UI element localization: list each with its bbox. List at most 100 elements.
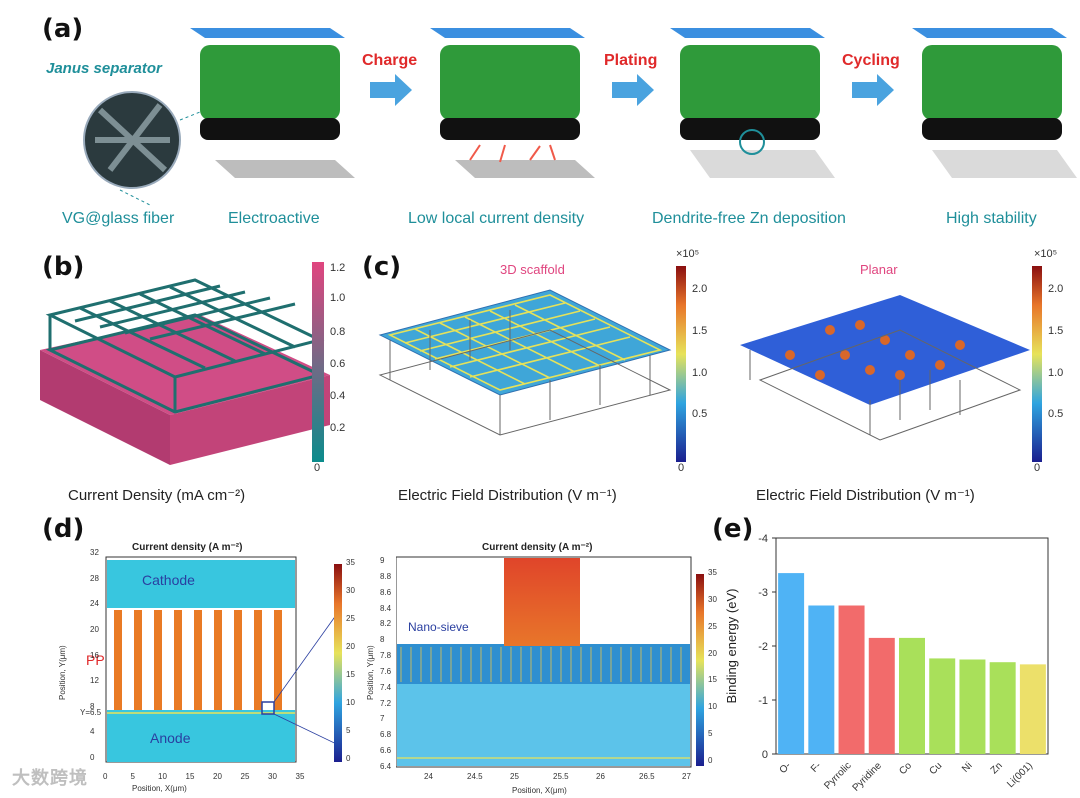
d-left-cbar-tick: 25 xyxy=(346,614,355,623)
d-right-xtick: 24.5 xyxy=(467,772,483,781)
d-right-ytick: 6.8 xyxy=(380,730,392,740)
c-right-tick: 1.5 xyxy=(1048,325,1064,337)
d-right-ytick: 8.2 xyxy=(380,619,392,629)
e-xtick-label: Ni xyxy=(960,760,974,774)
e-ytick-label: -2 xyxy=(758,641,768,653)
d-left-cbar-tick: 0 xyxy=(346,754,351,763)
panel-b-caption: Current Density (mA cm⁻²) xyxy=(68,487,246,504)
e-ytick-label: -3 xyxy=(758,587,768,599)
caption-vg-glass-fiber: VG@glass fiber xyxy=(62,210,175,227)
panel-c-label: (c) xyxy=(362,252,402,282)
d-right-cbar-tick: 10 xyxy=(708,702,717,712)
d-left-xtick: 10 xyxy=(158,772,167,781)
c-right-tick: 2.0 xyxy=(1048,283,1064,295)
d-left-xtick: 20 xyxy=(213,772,222,781)
step-plating: Plating xyxy=(604,52,658,69)
e-bar xyxy=(899,637,925,754)
e-ytick-label: -1 xyxy=(758,695,768,707)
caption-dendrite-free: Dendrite-free Zn deposition xyxy=(652,210,846,227)
d-right-xlabel: Position, X(μm) xyxy=(512,786,567,795)
d-left-cbar-tick: 20 xyxy=(346,642,355,651)
d-left-ytick: 28 xyxy=(90,573,99,583)
e-xtick-label: O- xyxy=(778,760,794,776)
d-left-xtick: 0 xyxy=(103,772,108,781)
d-left-title: Current density (A m⁻²) xyxy=(132,542,243,553)
d-left-xtick: 25 xyxy=(240,772,250,781)
e-ytick-label: 0 xyxy=(762,749,768,761)
c-right-tick: 1.0 xyxy=(1048,367,1064,379)
d-left-colorbar xyxy=(334,564,342,762)
watermark-text: 大数跨境 xyxy=(12,768,88,788)
e-bar xyxy=(868,637,895,754)
e-xtick-label: Cu xyxy=(928,760,945,777)
d-right-ylabel: Position, Y(μm) xyxy=(366,645,375,700)
d-right-ytick: 6.4 xyxy=(380,762,392,771)
d-left-ytick: 16 xyxy=(90,650,99,660)
d-left-cbar-tick: 5 xyxy=(346,726,351,735)
c-title-3d-scaffold: 3D scaffold xyxy=(500,262,565,277)
d-right-xtick: 25.5 xyxy=(553,772,569,781)
d-right-cbar-tick: 15 xyxy=(708,675,717,685)
d-right-ytick: 7.6 xyxy=(380,666,392,676)
d-left-cbar-tick: 35 xyxy=(346,558,355,567)
d-left-ytick: 12 xyxy=(90,676,99,686)
d-left-cbar-tick: 15 xyxy=(346,670,355,679)
d-right-xtick: 26 xyxy=(596,772,605,781)
arrow-charge xyxy=(370,74,412,106)
separator-block-3 xyxy=(670,28,835,178)
d-right-cbar-tick: 5 xyxy=(708,729,713,739)
e-bar xyxy=(989,662,1016,754)
e-xtick-label: Li(001) xyxy=(1005,760,1035,790)
panel-b-scaffold-image xyxy=(40,278,330,465)
d-right-ytick: 8 xyxy=(380,635,385,645)
panel-b-colorbar xyxy=(312,262,324,462)
e-xtick-label: Co xyxy=(897,760,914,777)
b-cbar-tick: 0.6 xyxy=(330,358,346,370)
panel-d-label: (d) xyxy=(42,514,85,544)
caption-low-current: Low local current density xyxy=(408,210,585,227)
d-left-xtick: 35 xyxy=(295,772,305,781)
c-left-tick: 0.5 xyxy=(692,408,708,420)
vg-fiber-zoom-image xyxy=(83,91,206,206)
d-left-simulation xyxy=(105,556,334,763)
c-right-exp: ×10⁵ xyxy=(1034,248,1058,260)
d-anode-label: Anode xyxy=(150,730,191,746)
d-left-ytick: 24 xyxy=(90,599,99,609)
panel-e-label: (e) xyxy=(712,514,754,544)
separator-block-1 xyxy=(190,28,355,178)
e-bar xyxy=(1019,664,1046,754)
c-right-colorbar xyxy=(1032,266,1042,462)
c-right-tick: 0 xyxy=(1034,462,1041,474)
e-ytick-label: -4 xyxy=(758,533,768,545)
panel-b-label: (b) xyxy=(42,252,85,282)
panel-a-label: (a) xyxy=(42,14,84,44)
d-right-colorbar xyxy=(696,574,704,766)
d-right-ytick: 8.8 xyxy=(380,571,392,581)
d-right-cbar-tick: 25 xyxy=(708,621,717,631)
d-right-xtick: 26.5 xyxy=(639,772,655,781)
d-left-xtick: 5 xyxy=(130,772,135,781)
d-right-xtick: 27 xyxy=(682,772,691,781)
c-title-planar: Planar xyxy=(860,262,898,277)
d-right-ytick: 8.6 xyxy=(380,587,392,597)
e-xtick-label: Zn xyxy=(989,760,1005,776)
d-right-xtick: 24 xyxy=(424,772,433,781)
d-right-ytick: 7.8 xyxy=(380,651,392,661)
d-left-ytick: 4 xyxy=(90,727,95,737)
c-left-colorbar xyxy=(676,266,686,462)
c-right-tick: 0.5 xyxy=(1048,408,1064,420)
d-left-xtick: 30 xyxy=(268,772,277,781)
d-right-xtick: 25 xyxy=(510,772,519,781)
d-right-ytick: 9 xyxy=(380,556,385,565)
d-right-ytick: 7.2 xyxy=(380,698,392,708)
d-left-cbar-tick: 10 xyxy=(346,698,355,707)
d-right-title: Current density (A m⁻²) xyxy=(482,542,593,553)
c-left-tick: 1.5 xyxy=(692,325,708,337)
c-left-tick: 0 xyxy=(678,462,685,474)
e-bar xyxy=(959,659,986,754)
c-caption-right: Electric Field Distribution (V m⁻¹) xyxy=(756,487,975,504)
d-y-marker: Y=6.5 xyxy=(80,708,102,717)
b-cbar-tick: 1.2 xyxy=(330,262,346,274)
d-right-ytick: 7 xyxy=(380,714,385,724)
